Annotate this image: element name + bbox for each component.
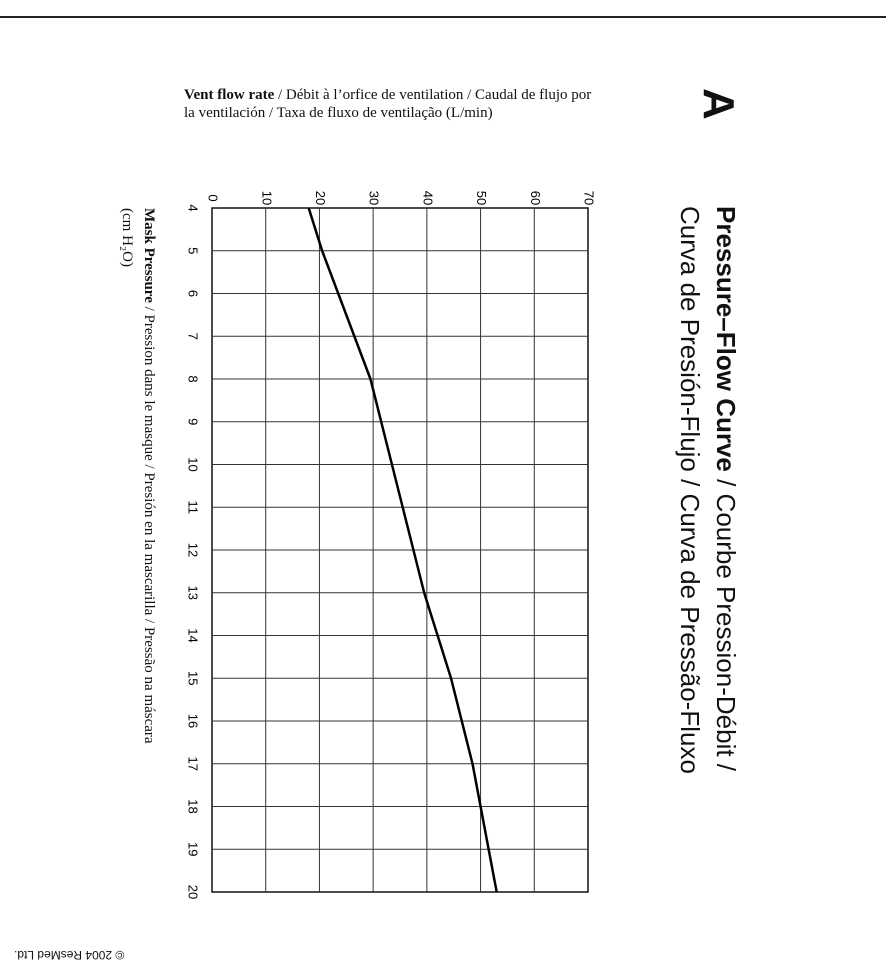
y-tick-label: 30 [367, 191, 382, 205]
x-tick-label: 20 [186, 885, 201, 899]
y-tick-label: 20 [313, 191, 328, 205]
y-axis-label-rest: / Débit à l’orfice de ventilation / Caud… [184, 87, 592, 121]
y-axis-label: Vent flow rate / Débit à l’orfice de ven… [184, 86, 604, 122]
y-tick-label: 10 [259, 191, 274, 205]
x-tick-label: 12 [186, 543, 201, 557]
x-tick-label: 11 [186, 501, 201, 515]
x-tick-label: 10 [186, 457, 201, 471]
x-tick-label: 5 [186, 247, 201, 254]
x-tick-label: 18 [186, 799, 201, 813]
x-tick-label: 17 [186, 757, 201, 771]
x-tick-label: 19 [186, 842, 201, 856]
x-tick-label: 16 [186, 714, 201, 728]
x-tick-label: 7 [186, 333, 201, 340]
y-tick-label: 60 [528, 191, 543, 205]
y-tick-label: 0 [206, 194, 221, 201]
x-tick-label: 6 [186, 290, 201, 297]
x-tick-label: 15 [186, 671, 201, 685]
copyright: © 2004 ResMed Ltd. [14, 948, 125, 962]
x-tick-label: 13 [186, 586, 201, 600]
y-tick-label: 40 [420, 191, 435, 205]
x-tick-label: 8 [186, 375, 201, 382]
x-tick-label: 9 [186, 418, 201, 425]
y-tick-label: 70 [582, 191, 597, 205]
x-tick-label: 4 [186, 204, 201, 211]
y-tick-label: 50 [474, 191, 489, 205]
x-tick-label: 14 [186, 628, 201, 642]
top-rule [0, 0, 886, 18]
y-axis-label-bold: Vent flow rate [184, 87, 275, 103]
